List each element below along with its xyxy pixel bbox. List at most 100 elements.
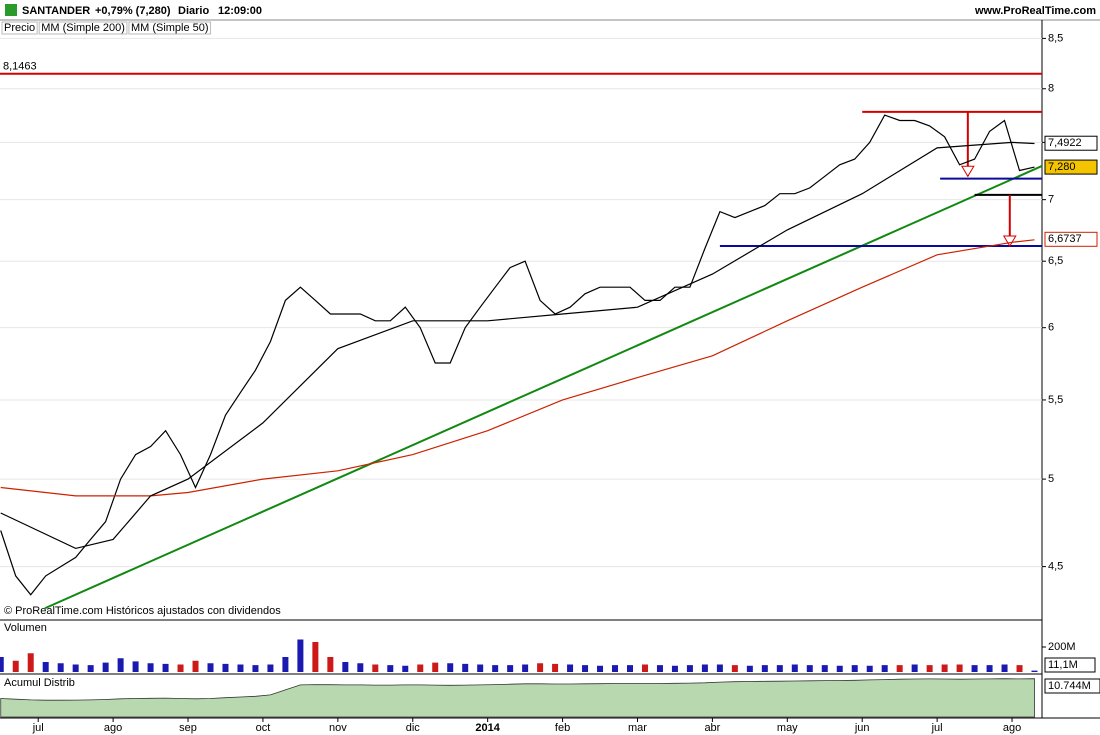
x-tick-label: nov [329,722,347,734]
x-tick-label: jul [32,722,44,734]
volume-bar [12,660,19,672]
volume-bar [582,665,589,672]
volume-bar [147,663,154,672]
volume-bar [971,665,978,672]
x-tick-label: jul [931,722,943,734]
volume-bar [626,665,633,672]
volume-bar [297,639,304,672]
volume-bar [207,663,214,672]
x-tick-label: feb [555,722,570,734]
volume-bar [417,664,424,672]
volume-bar [177,664,184,672]
volume-bar [402,665,409,672]
drawing-label: 8,1463 [3,61,37,73]
y-tick-label: 5,5 [1048,394,1063,406]
accum-last-box [1044,678,1100,694]
volume-bar [252,665,259,672]
volume-bar [1001,664,1008,672]
volume-bar [72,664,79,672]
volume-bar [237,664,244,672]
volume-bar [522,664,529,672]
arrow-head [960,165,975,178]
volume-bar [222,663,229,672]
accum-area [0,678,1035,718]
legend-entry: Precio [4,22,35,34]
volume-bar [477,664,484,672]
legend-box [38,21,128,35]
legend-box [1,21,38,35]
volume-bar [746,665,753,672]
volume-bar [132,661,139,672]
volume-last-label: 11,1M [1048,659,1078,671]
series-line [0,239,1035,497]
volume-bar [57,663,64,672]
volume-bar [836,665,843,672]
volume-bar [686,665,693,672]
volume-bar [851,665,858,672]
x-tick-label: mar [628,722,647,734]
footnote: © ProRealTime.com Históricos ajustados c… [4,605,281,617]
x-tick-label: oct [256,722,271,734]
legend-entry: MM (Simple 50) [131,22,209,34]
volume-bar [552,663,559,672]
volume-bar [117,658,124,672]
price-label-box [1044,135,1098,151]
volume-bar [87,665,94,672]
volume-bar [567,664,574,672]
symbol: SANTANDER [22,5,90,17]
x-tick-label: abr [704,722,720,734]
volume-bar [27,653,34,672]
y-tick-label: 8 [1048,83,1054,95]
panel-label: Volumen [4,622,47,634]
legend-box [128,21,212,35]
series-line [0,114,1035,596]
volume-bar [806,665,813,672]
volume-bar [1031,670,1038,672]
price-label: 6,6737 [1048,233,1082,245]
volume-bar [372,664,379,672]
volume-bar [731,665,738,672]
volume-bar [462,663,469,672]
y-tick-label: 200M [1048,641,1076,653]
legend-entry: MM (Simple 200) [41,22,125,34]
y-tick-label: 7 [1048,194,1054,206]
volume-bar [641,664,648,672]
volume-bar [102,662,109,672]
volume-bar [866,665,873,672]
volume-bar [656,665,663,672]
price-label-box [1044,231,1098,247]
volume-bar [761,665,768,672]
volume-bar [267,664,274,672]
volume-bar [507,665,514,672]
volume-bar [791,664,798,672]
x-tick-label: jun [854,722,870,734]
volume-bar [447,663,454,672]
volume-bar [342,662,349,672]
volume-bar [956,664,963,672]
volume-bar [387,665,394,672]
price-label: 7,4922 [1048,137,1082,149]
drawing-line [44,165,1043,610]
volume-bar [671,665,678,672]
volume-bar [327,657,334,672]
volume-bar [597,665,604,672]
volume-bar [282,657,289,672]
change: +0,79% (7,280) [95,5,171,17]
x-tick-label: 2014 [475,722,500,734]
volume-bar [941,664,948,672]
app-icon [5,4,17,16]
volume-bar [701,664,708,672]
price-label: 7,280 [1048,161,1076,173]
volume-bar [821,665,828,672]
volume-bar [357,663,364,672]
time: 12:09:00 [218,5,262,17]
price-label-box [1044,159,1098,175]
volume-bar [1016,665,1023,672]
x-tick-label: dic [406,722,421,734]
period: Diario [178,5,209,17]
panel-label: Acumul Distrib [4,677,75,689]
x-tick-label: may [777,722,798,734]
volume-bar [896,665,903,672]
